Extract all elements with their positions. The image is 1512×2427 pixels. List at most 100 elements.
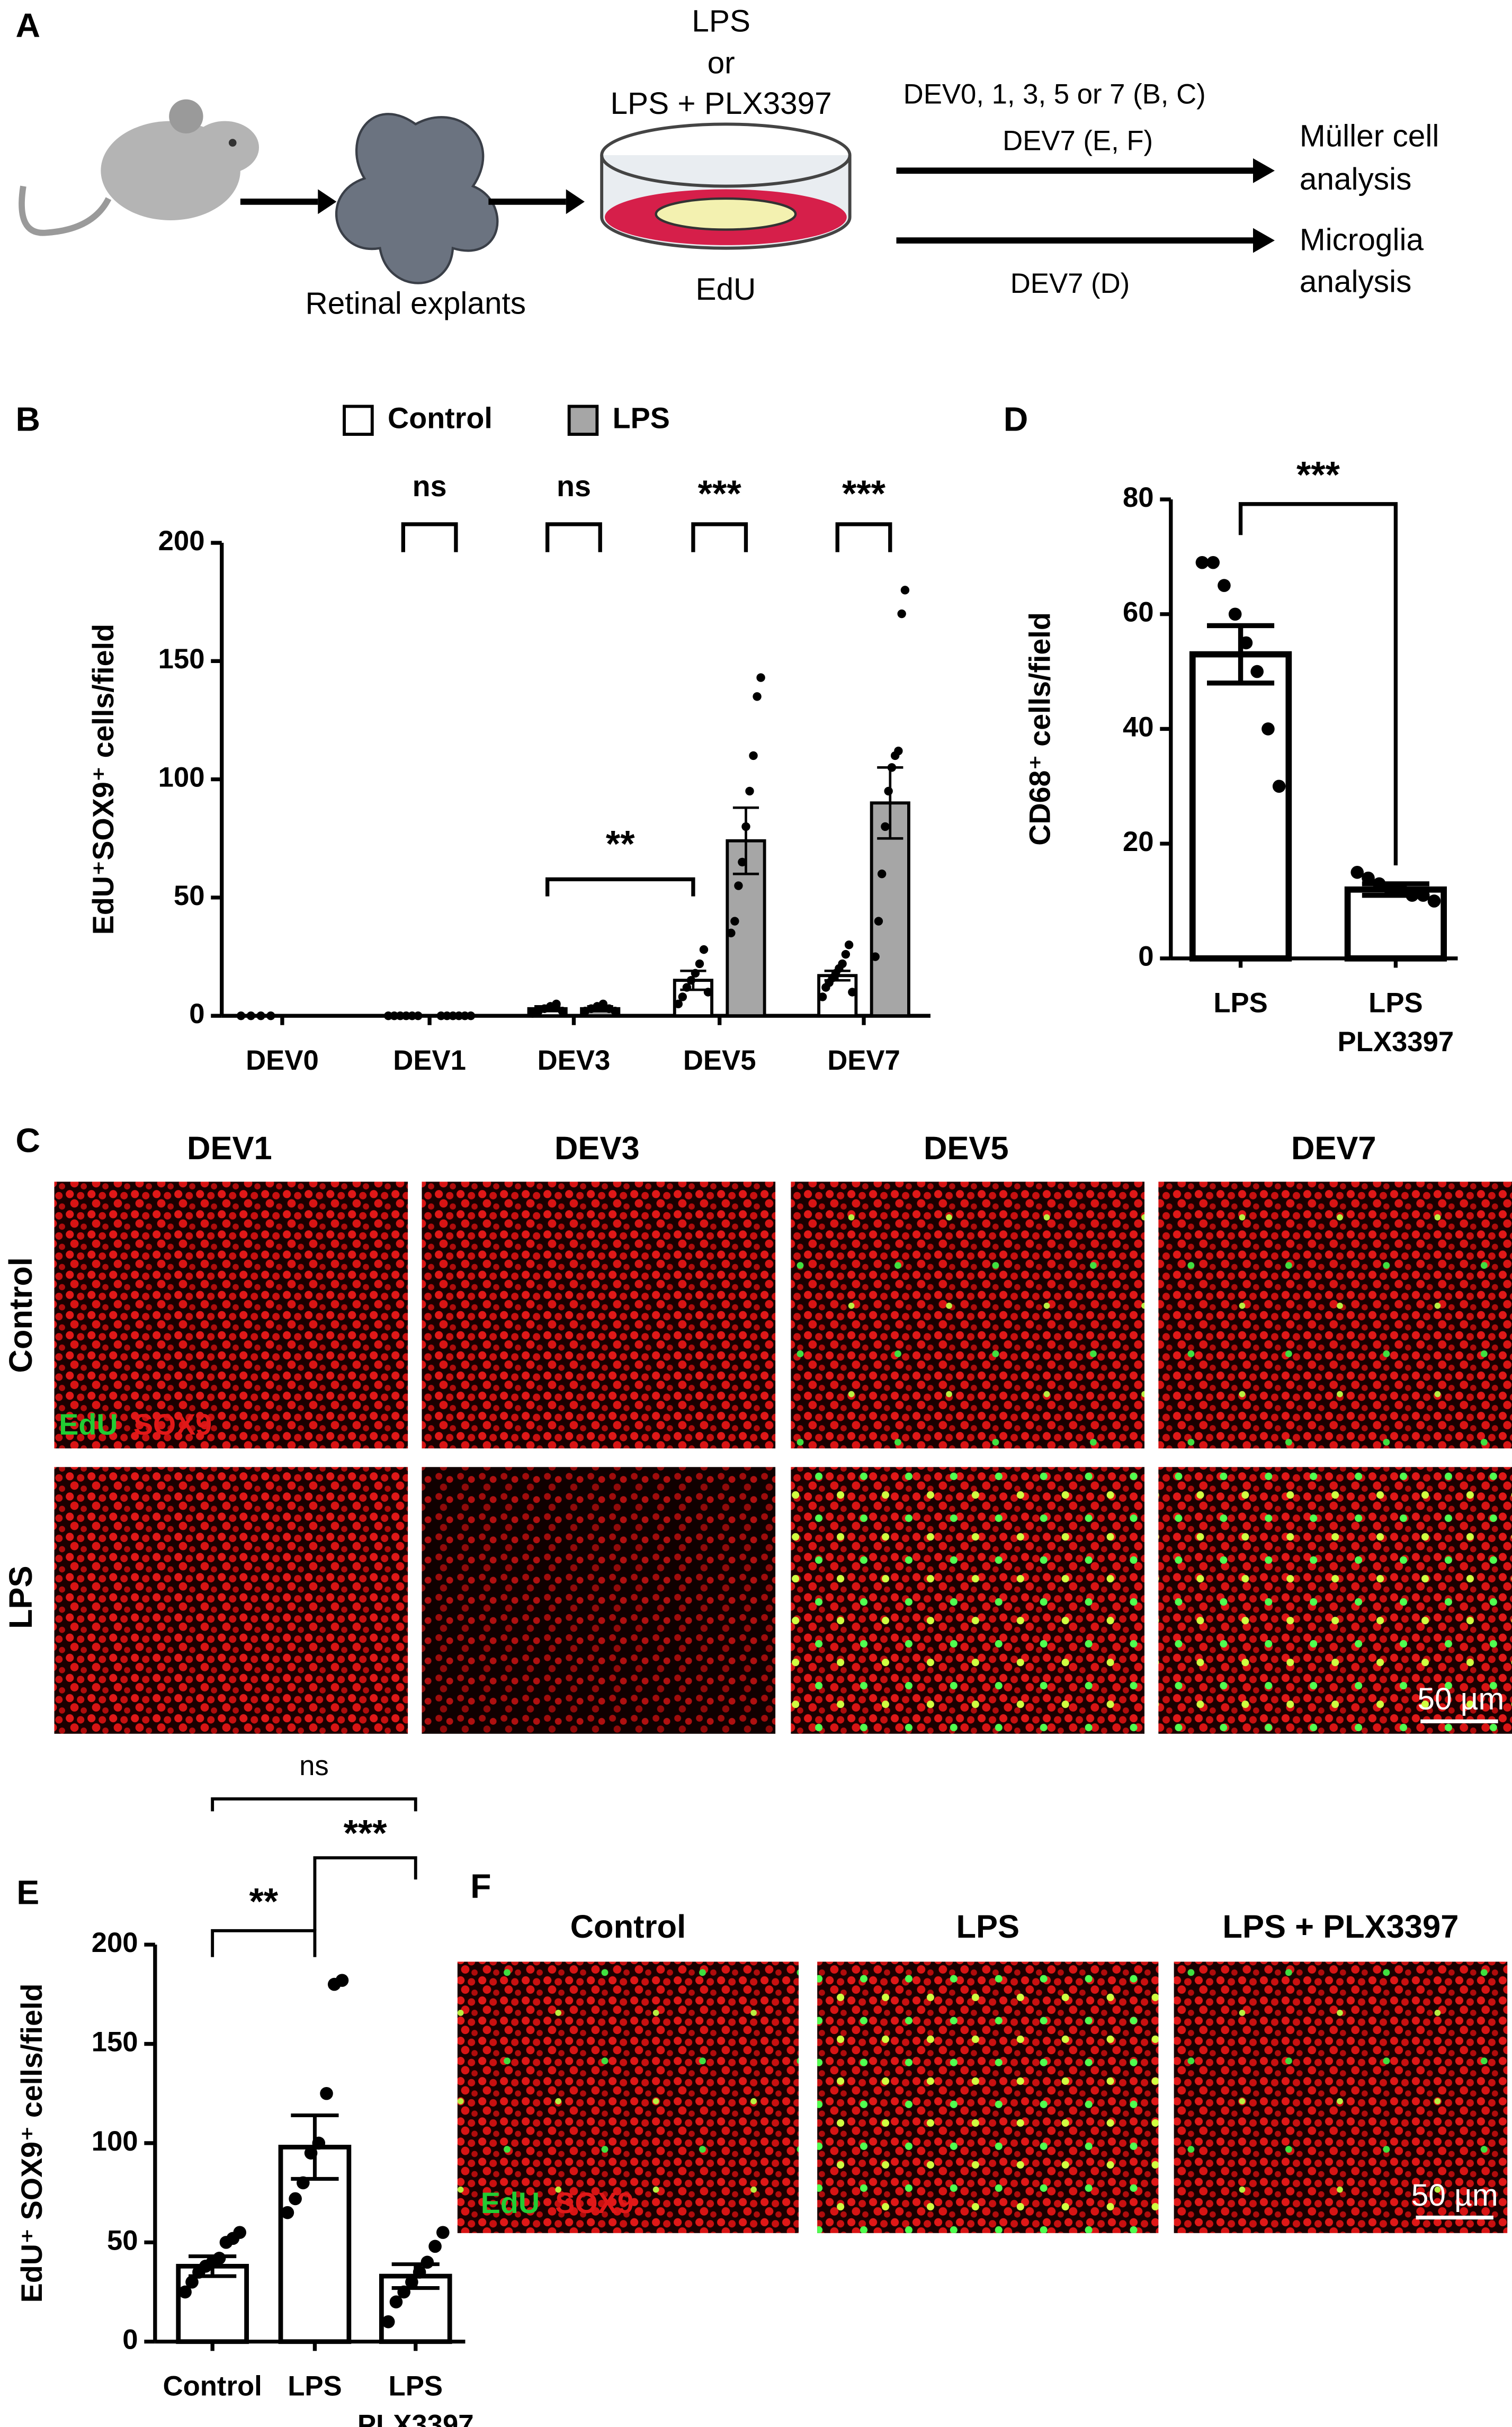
row-title: LPS bbox=[3, 1565, 39, 1629]
retina bbox=[335, 113, 499, 284]
y-tick-label: 50 bbox=[174, 880, 205, 911]
legend-label: LPS bbox=[613, 401, 670, 434]
data-point bbox=[674, 999, 683, 1009]
data-point bbox=[1350, 865, 1364, 879]
significance-label: ** bbox=[606, 823, 635, 865]
data-point bbox=[185, 2276, 199, 2289]
data-point bbox=[289, 2192, 302, 2206]
column-title: DEV5 bbox=[924, 1130, 1009, 1167]
data-point bbox=[871, 952, 880, 961]
data-point bbox=[312, 2136, 326, 2150]
data-point bbox=[598, 999, 608, 1009]
data-point bbox=[900, 586, 910, 595]
significance-bracket bbox=[211, 1929, 317, 1957]
y-tick-label: 150 bbox=[158, 643, 205, 675]
micrograph bbox=[422, 1181, 776, 1449]
mouse-eye bbox=[228, 139, 237, 147]
data-point bbox=[1427, 894, 1441, 908]
micrograph bbox=[54, 1467, 408, 1734]
data-point bbox=[838, 959, 847, 969]
data-point bbox=[1195, 556, 1209, 569]
output-label: Müller cell bbox=[1300, 119, 1439, 153]
y-tick-label: 40 bbox=[1123, 711, 1154, 742]
arrow-label: DEV7 (D) bbox=[1010, 268, 1130, 299]
data-point bbox=[727, 928, 736, 938]
stain-label: EdU bbox=[481, 2187, 540, 2219]
output-label: Microglia bbox=[1300, 222, 1424, 257]
x-tick-label: DEV1 bbox=[393, 1045, 466, 1076]
data-point bbox=[818, 992, 827, 1001]
data-point bbox=[682, 983, 692, 992]
significance-label: ns bbox=[557, 470, 591, 503]
data-point bbox=[1218, 579, 1231, 592]
significance-bracket bbox=[545, 877, 695, 897]
data-point bbox=[428, 2240, 442, 2253]
legend-swatch bbox=[567, 405, 599, 436]
data-point bbox=[1416, 889, 1430, 902]
y-tick-label: 80 bbox=[1123, 482, 1154, 513]
data-point bbox=[1372, 877, 1386, 891]
data-point bbox=[449, 1011, 458, 1020]
y-tick-label: 200 bbox=[92, 1927, 138, 1958]
data-point bbox=[756, 673, 765, 682]
panel-label: F bbox=[470, 1867, 491, 1905]
dish-rim bbox=[600, 122, 852, 188]
x-tick-label: DEV0 bbox=[246, 1045, 319, 1076]
data-point bbox=[699, 945, 709, 954]
data-point bbox=[552, 999, 561, 1009]
significance-bracket bbox=[691, 522, 748, 552]
significance-bracket bbox=[835, 522, 892, 552]
scale-label: 50 µm bbox=[1417, 1682, 1504, 1716]
data-point bbox=[401, 1011, 411, 1020]
y-tick-label: 100 bbox=[92, 2126, 138, 2157]
data-point bbox=[678, 992, 687, 1001]
significance-label: *** bbox=[344, 1812, 388, 1854]
data-point bbox=[558, 1007, 567, 1016]
data-point bbox=[1206, 556, 1220, 569]
data-point bbox=[236, 1011, 246, 1020]
data-point bbox=[414, 1011, 423, 1020]
y-tick-label: 50 bbox=[107, 2225, 138, 2256]
mouse-head bbox=[191, 121, 260, 174]
data-point bbox=[246, 1011, 255, 1020]
data-point bbox=[749, 751, 758, 760]
data-point bbox=[1250, 665, 1264, 678]
data-point bbox=[730, 917, 739, 926]
significance-label: ns bbox=[413, 470, 447, 503]
data-point bbox=[421, 2255, 434, 2269]
stain-label: SOX9 bbox=[555, 2187, 633, 2219]
data-point bbox=[212, 2252, 226, 2265]
stain-label: SOX9 bbox=[133, 1408, 212, 1441]
y-tick-label: 200 bbox=[158, 525, 205, 557]
arrow-head bbox=[1252, 228, 1275, 253]
significance-label: ns bbox=[299, 1750, 329, 1781]
column-title: Control bbox=[570, 1909, 686, 1945]
data-point bbox=[691, 969, 700, 978]
data-point bbox=[1383, 883, 1397, 897]
x-tick-label: LPS bbox=[389, 2371, 443, 2402]
data-point bbox=[233, 2226, 246, 2239]
column-title: DEV3 bbox=[554, 1130, 640, 1167]
legend-label: Control bbox=[388, 401, 493, 434]
x-tick-label: PLX3397 bbox=[357, 2410, 474, 2427]
column-title: LPS + PLX3397 bbox=[1222, 1909, 1459, 1945]
data-point bbox=[1239, 636, 1253, 650]
x-tick-label: LPS bbox=[1368, 988, 1422, 1019]
output-label: analysis bbox=[1300, 162, 1412, 196]
data-point bbox=[1272, 780, 1286, 793]
data-point bbox=[178, 2285, 192, 2299]
y-axis-label: EdU⁺ SOX9⁺ cells/field bbox=[15, 1984, 48, 2303]
data-point bbox=[389, 2295, 403, 2309]
output-label: analysis bbox=[1300, 265, 1412, 299]
data-point bbox=[844, 940, 854, 950]
data-point bbox=[390, 1011, 399, 1020]
data-point bbox=[396, 1011, 405, 1020]
explants-label: Retinal explants bbox=[305, 286, 526, 321]
treatment-label: or bbox=[708, 46, 735, 80]
panel-label: B bbox=[15, 400, 40, 438]
data-point bbox=[734, 881, 743, 890]
x-tick-label: DEV7 bbox=[827, 1045, 900, 1076]
y-tick-label: 100 bbox=[158, 762, 205, 793]
